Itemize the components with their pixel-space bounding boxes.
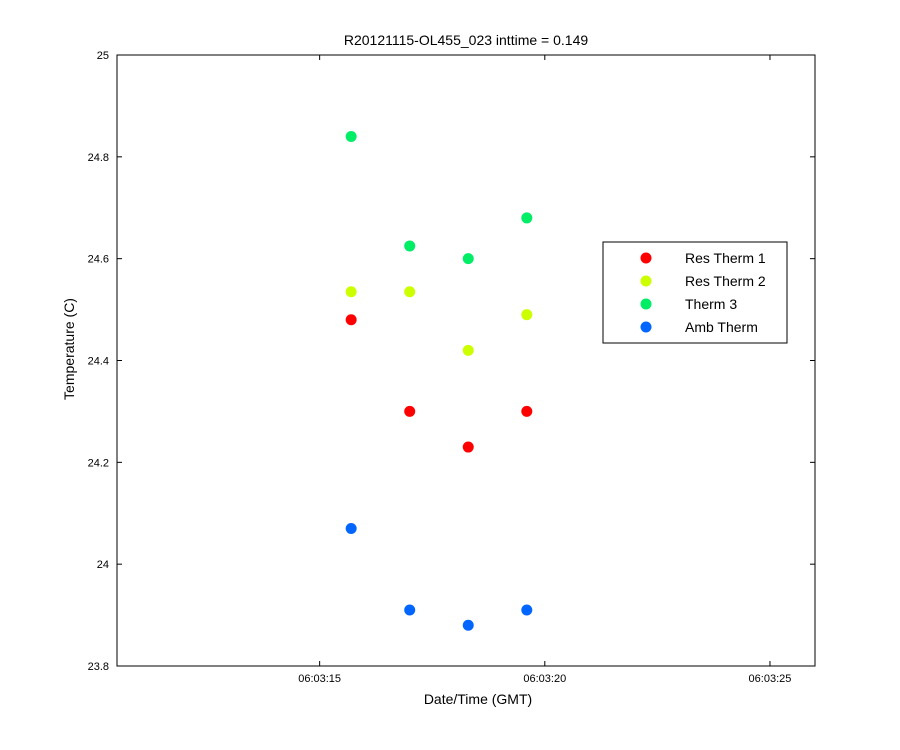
legend-marker — [640, 252, 652, 264]
legend-label: Therm 3 — [685, 296, 737, 312]
point-res-therm-2 — [462, 344, 474, 356]
legend-marker — [640, 275, 652, 287]
point-amb-therm — [462, 619, 474, 631]
y-tick-label: 24.2 — [88, 457, 109, 469]
point-therm-3 — [521, 212, 533, 224]
legend-items: Res Therm 1 Res Therm 2 Therm 3 Amb Therm — [640, 250, 766, 335]
y-tick-label: 23.8 — [88, 661, 109, 673]
y-axis-title: Temperature (C) — [61, 298, 77, 400]
x-tick-label: 06:03:25 — [749, 673, 792, 685]
y-axis-ticks: 23.8 24 24.2 24.4 24.6 24.8 25 — [88, 50, 815, 673]
legend-marker — [640, 321, 652, 333]
point-amb-therm — [345, 523, 357, 535]
x-axis-ticks: 06:03:15 06:03:20 06:03:25 — [298, 55, 791, 685]
legend-box — [602, 241, 788, 344]
y-tick-label: 24.8 — [88, 152, 109, 164]
point-res-therm-2 — [404, 286, 416, 298]
point-therm-3 — [404, 240, 416, 252]
point-res-therm-2 — [521, 309, 533, 321]
point-amb-therm — [521, 604, 533, 616]
point-res-therm-1 — [404, 405, 416, 417]
point-therm-3 — [345, 130, 357, 142]
y-tick-label: 24 — [97, 559, 109, 571]
legend-marker — [640, 298, 652, 310]
y-tick-label: 25 — [97, 50, 109, 62]
point-therm-3 — [462, 253, 474, 265]
point-amb-therm — [404, 604, 416, 616]
x-axis-title: Date/Time (GMT) — [424, 691, 532, 707]
data-points — [345, 130, 533, 631]
point-res-therm-2 — [345, 286, 357, 298]
chart-title: R20121115-OL455_023 inttime = 0.149 — [344, 32, 588, 48]
y-tick-label: 24.6 — [88, 254, 109, 266]
x-tick-label: 06:03:20 — [523, 673, 566, 685]
point-res-therm-1 — [521, 405, 533, 417]
point-res-therm-1 — [345, 314, 357, 326]
point-res-therm-1 — [462, 441, 474, 453]
x-tick-label: 06:03:15 — [298, 673, 341, 685]
legend-label: Res Therm 2 — [685, 273, 766, 289]
legend: Res Therm 1 Res Therm 2 Therm 3 Amb Therm — [602, 241, 788, 344]
plot-area — [116, 54, 816, 667]
y-tick-label: 24.4 — [88, 356, 109, 368]
legend-label: Amb Therm — [685, 319, 758, 335]
legend-label: Res Therm 1 — [685, 250, 766, 266]
